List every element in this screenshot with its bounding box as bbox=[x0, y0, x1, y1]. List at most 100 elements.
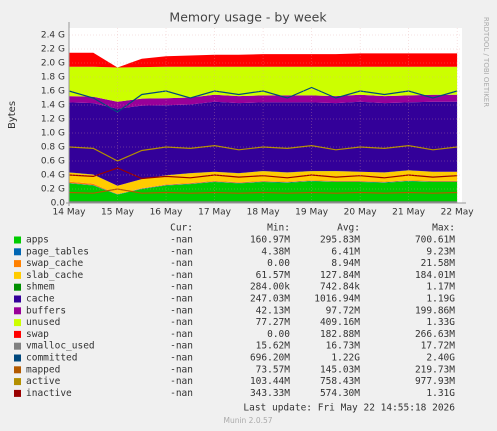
y-tick-label: 2.2 G bbox=[41, 45, 65, 55]
legend-stat: -nan bbox=[170, 329, 193, 340]
legend-stat: 266.63M bbox=[415, 329, 455, 340]
legend-stat: 2.40G bbox=[426, 353, 455, 364]
y-tick-label: 1.2 G bbox=[41, 115, 65, 125]
line bbox=[68, 188, 458, 194]
legend-stat: 17.72M bbox=[421, 341, 456, 352]
legend-stat: 758.43M bbox=[320, 376, 360, 387]
legend-stat: 0.00 bbox=[267, 258, 290, 269]
legend-swatch bbox=[14, 283, 21, 291]
legend-swatch bbox=[14, 366, 21, 374]
y-axis-label: Bytes bbox=[7, 101, 18, 129]
column-header: Min: bbox=[267, 223, 290, 234]
y-tick-label: 1.8 G bbox=[41, 73, 65, 83]
y-tick-label: 0.4 G bbox=[41, 171, 65, 181]
legend-stat: 42.13M bbox=[256, 305, 291, 316]
legend-stat: -nan bbox=[170, 376, 193, 387]
legend-swatch bbox=[14, 260, 21, 268]
legend-stat: 742.84k bbox=[320, 282, 360, 293]
y-tick-label: 0.2 G bbox=[41, 185, 65, 195]
legend-stat: -nan bbox=[170, 341, 193, 352]
footer: Munin 2.0.57 bbox=[223, 416, 272, 425]
legend-swatch bbox=[14, 354, 21, 362]
legend-stat: 73.57M bbox=[256, 364, 291, 375]
legend-stat: 160.97M bbox=[250, 235, 290, 246]
legend-stat: 1.17M bbox=[426, 282, 455, 293]
legend-stat: 4.38M bbox=[261, 246, 290, 257]
legend-entry: committed bbox=[26, 353, 77, 364]
legend-stat: -nan bbox=[170, 258, 193, 269]
area bbox=[69, 101, 458, 186]
legend-stat: 409.16M bbox=[320, 317, 360, 328]
x-tick-label: 18 May bbox=[247, 208, 281, 218]
legend-stat: 77.27M bbox=[256, 317, 291, 328]
legend-stat: 145.03M bbox=[320, 364, 360, 375]
column-header: Cur: bbox=[170, 223, 193, 234]
legend-stat: 9.23M bbox=[426, 246, 455, 257]
legend-stat: 1016.94M bbox=[314, 294, 360, 305]
legend-stat: -nan bbox=[170, 294, 193, 305]
legend-stat: 247.03M bbox=[250, 294, 290, 305]
legend-swatch bbox=[14, 330, 21, 338]
legend-entry: cache bbox=[26, 294, 55, 305]
legend-stat: -nan bbox=[170, 388, 193, 399]
legend-swatch bbox=[14, 248, 21, 256]
legend-stat: 219.73M bbox=[415, 364, 455, 375]
legend-entry: swap bbox=[26, 329, 49, 340]
legend-stat: 1.33G bbox=[426, 317, 455, 328]
legend-entry: vmalloc_used bbox=[26, 341, 95, 352]
y-tick-label: 2.4 G bbox=[41, 31, 65, 41]
legend-stat: 184.01M bbox=[415, 270, 455, 281]
line bbox=[68, 144, 458, 162]
area bbox=[69, 94, 458, 109]
legend-stat: -nan bbox=[170, 282, 193, 293]
x-tick-label: 19 May bbox=[295, 208, 329, 218]
legend-stat: 8.94M bbox=[331, 258, 360, 269]
legend-stat: 199.86M bbox=[415, 305, 455, 316]
legend-entry: active bbox=[26, 376, 61, 387]
legend-stat: 182.88M bbox=[320, 329, 360, 340]
legend-stat: 295.83M bbox=[320, 235, 360, 246]
area bbox=[69, 66, 458, 102]
legend-swatch bbox=[14, 389, 21, 397]
legend-swatch bbox=[14, 236, 21, 244]
x-tick-label: 22 May bbox=[441, 208, 475, 218]
legend-entry: unused bbox=[26, 317, 60, 328]
y-tick-label: 1.6 G bbox=[41, 87, 65, 97]
legend-stat: 1.22G bbox=[331, 353, 360, 364]
legend-stat: -nan bbox=[170, 364, 193, 375]
legend-stat: 284.00k bbox=[250, 282, 290, 293]
y-tick-label: 2.0 G bbox=[41, 59, 65, 69]
legend-stat: 977.93M bbox=[415, 376, 455, 387]
legend-stat: -nan bbox=[170, 317, 193, 328]
legend-stat: 15.62M bbox=[256, 341, 291, 352]
legend-swatch bbox=[14, 342, 21, 350]
legend-stat: -nan bbox=[170, 235, 193, 246]
legend-stat: 16.73M bbox=[326, 341, 361, 352]
legend-swatch bbox=[14, 319, 21, 327]
legend-entry: page_tables bbox=[26, 246, 89, 257]
y-tick-label: 0.0 bbox=[51, 199, 66, 209]
side-text: RRDTOOL / TOBI OETIKER bbox=[482, 17, 490, 107]
legend-stat: 574.30M bbox=[320, 388, 360, 399]
legend-stat: 700.61M bbox=[415, 235, 455, 246]
y-tick-label: 1.4 G bbox=[41, 101, 65, 111]
legend-entry: inactive bbox=[26, 388, 72, 399]
legend-stat: 696.20M bbox=[250, 353, 290, 364]
column-header: Avg: bbox=[337, 223, 360, 234]
legend-swatch bbox=[14, 378, 21, 386]
legend-stat: 21.58M bbox=[421, 258, 456, 269]
x-tick-label: 21 May bbox=[392, 208, 426, 218]
legend-entry: buffers bbox=[26, 305, 66, 316]
y-tick-label: 0.6 G bbox=[41, 157, 65, 167]
chart-title: Memory usage - by week bbox=[169, 10, 327, 25]
legend-stat: 343.33M bbox=[250, 388, 290, 399]
x-tick-label: 20 May bbox=[344, 208, 378, 218]
legend-stat: 61.57M bbox=[256, 270, 291, 281]
legend-stat: 97.72M bbox=[326, 305, 361, 316]
legend-entry: swap_cache bbox=[26, 258, 83, 269]
legend-stat: -nan bbox=[170, 246, 193, 257]
legend-stat: 0.00 bbox=[267, 329, 290, 340]
legend-entry: slab_cache bbox=[26, 270, 83, 281]
legend-entry: mapped bbox=[26, 364, 60, 375]
